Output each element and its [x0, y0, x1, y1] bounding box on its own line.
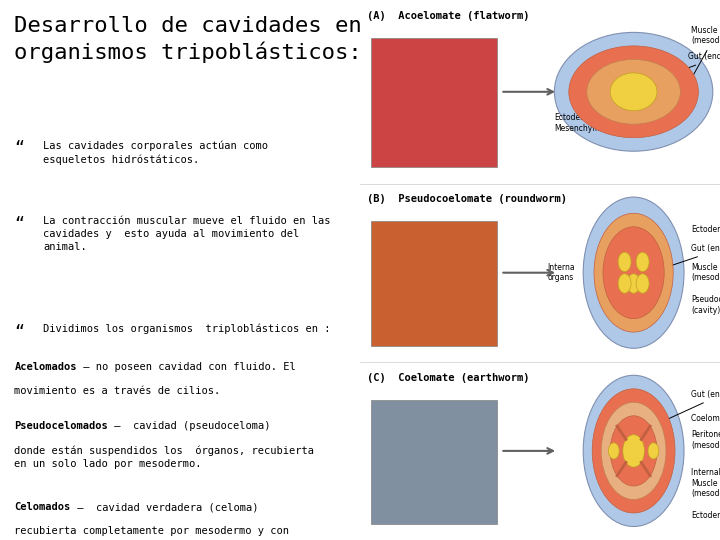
Circle shape: [583, 197, 684, 348]
FancyBboxPatch shape: [371, 221, 497, 346]
Circle shape: [601, 402, 666, 500]
Circle shape: [627, 274, 640, 293]
Ellipse shape: [554, 32, 713, 151]
Circle shape: [603, 227, 665, 319]
Text: Coelom (cavity): Coelom (cavity): [691, 414, 720, 423]
Circle shape: [636, 252, 649, 272]
Text: Celomados: Celomados: [14, 502, 71, 512]
Text: Muscle layer
(mesoderm): Muscle layer (mesoderm): [685, 26, 720, 90]
Text: Internal organ: Internal organ: [691, 468, 720, 477]
Text: La contracción muscular mueve el fluido en las
cavidades y  esto ayuda al movimi: La contracción muscular mueve el fluido …: [43, 216, 330, 252]
Text: Ectoderm
Mesenchyme: Ectoderm Mesenchyme: [554, 113, 605, 133]
Circle shape: [618, 274, 631, 293]
Text: –  cavidad verdadera (celoma): – cavidad verdadera (celoma): [71, 502, 258, 512]
Circle shape: [623, 435, 644, 467]
Text: Pseudocoel
(cavity): Pseudocoel (cavity): [691, 295, 720, 315]
Text: Desarrollo de cavidades en
organismos tripoblásticos:: Desarrollo de cavidades en organismos tr…: [14, 16, 362, 63]
Text: movimiento es a través de cilios.: movimiento es a través de cilios.: [14, 386, 220, 396]
Text: Gut (endoderm): Gut (endoderm): [626, 52, 720, 91]
Text: Interna
organs: Interna organs: [547, 263, 575, 282]
Text: Las cavidades corporales actúan como
esqueletos hidróstáticos.: Las cavidades corporales actúan como esq…: [43, 140, 268, 165]
Text: donde están suspendidos los  órganos, recubierta
en un solo lado por mesodermo.: donde están suspendidos los órganos, rec…: [14, 446, 315, 469]
Text: recubierta completamente por mesodermo y con
una capa de tejido conocida como pe: recubierta completamente por mesodermo y…: [14, 526, 308, 540]
Circle shape: [618, 252, 631, 272]
Circle shape: [593, 389, 675, 513]
Text: (A)  Acoelomate (flatworm): (A) Acoelomate (flatworm): [367, 11, 530, 21]
Circle shape: [594, 213, 673, 332]
Text: Acelomados: Acelomados: [14, 362, 77, 372]
Text: (C)  Coelomate (earthworm): (C) Coelomate (earthworm): [367, 373, 530, 383]
Text: Muscle
(mesoderm): Muscle (mesoderm): [691, 479, 720, 498]
Ellipse shape: [587, 59, 680, 124]
Ellipse shape: [569, 46, 698, 138]
Text: Gut (endoderm): Gut (endoderm): [636, 390, 720, 434]
Text: Ectoderm: Ectoderm: [691, 511, 720, 520]
FancyBboxPatch shape: [371, 400, 497, 524]
Circle shape: [648, 443, 659, 459]
Circle shape: [636, 274, 649, 293]
FancyBboxPatch shape: [371, 38, 497, 167]
Ellipse shape: [611, 73, 657, 111]
Text: (B)  Pseudocoelomate (roundworm): (B) Pseudocoelomate (roundworm): [367, 194, 567, 205]
Text: Ectoderm: Ectoderm: [691, 225, 720, 234]
Text: Pseudocelomados: Pseudocelomados: [14, 421, 108, 431]
Circle shape: [583, 375, 684, 526]
Text: –  cavidad (pseudoceloma): – cavidad (pseudoceloma): [108, 421, 271, 431]
Text: Dividimos los organismos  triploblásticos en :: Dividimos los organismos triploblásticos…: [43, 324, 330, 334]
Text: “: “: [14, 216, 24, 234]
Text: Peritoneum
(mesoderm): Peritoneum (mesoderm): [691, 430, 720, 450]
Text: Gut (endoderm): Gut (endoderm): [669, 244, 720, 266]
Text: “: “: [14, 324, 24, 342]
Text: “: “: [14, 140, 24, 158]
Circle shape: [608, 443, 619, 459]
Circle shape: [611, 416, 657, 486]
Text: Muscle
(mesoderm): Muscle (mesoderm): [691, 263, 720, 282]
Text: – no poseen cavidad con fluido. El: – no poseen cavidad con fluido. El: [77, 362, 296, 372]
